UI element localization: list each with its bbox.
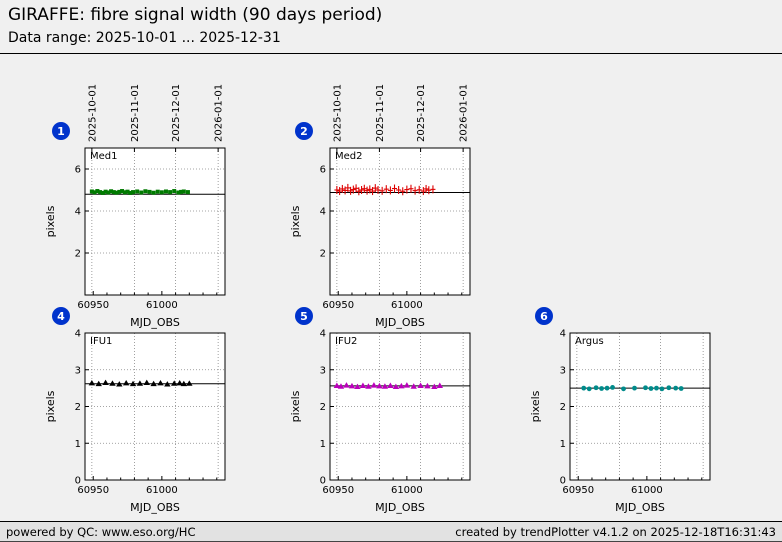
svg-text:6: 6 bbox=[320, 165, 326, 176]
svg-text:3: 3 bbox=[75, 365, 81, 376]
plot-ifu1[interactable]: 60950 61000 0 1 2 3 4 IFU1 MJD_OBS pixels bbox=[43, 317, 243, 520]
svg-text:1: 1 bbox=[560, 439, 566, 450]
svg-text:4: 4 bbox=[75, 329, 81, 340]
svg-text:pixels: pixels bbox=[289, 390, 302, 422]
svg-text:61000: 61000 bbox=[391, 485, 423, 496]
page-title: GIRAFFE: fibre signal width (90 days per… bbox=[8, 5, 383, 25]
svg-text:2025-11-01: 2025-11-01 bbox=[375, 84, 386, 142]
plot-number-badge: 2 bbox=[295, 122, 313, 140]
svg-text:4: 4 bbox=[560, 329, 566, 340]
svg-text:0: 0 bbox=[75, 476, 81, 487]
svg-text:4: 4 bbox=[320, 329, 326, 340]
svg-text:61000: 61000 bbox=[391, 300, 423, 311]
footer-credit-right: created by trendPlotter v4.1.2 on 2025-1… bbox=[455, 524, 776, 539]
svg-text:IFU2: IFU2 bbox=[335, 336, 357, 347]
svg-text:60950: 60950 bbox=[562, 485, 594, 496]
svg-text:2025-10-01: 2025-10-01 bbox=[87, 84, 98, 142]
plot-number-badge: 5 bbox=[295, 307, 313, 325]
plot-argus[interactable]: 60950 61000 0 1 2 3 4 Argus MJD_OBS pixels bbox=[528, 317, 728, 520]
svg-text:60950: 60950 bbox=[322, 300, 354, 311]
svg-text:1: 1 bbox=[75, 439, 81, 450]
med2-chart-canvas[interactable]: 60950 61000 2 4 6 2025-10-01 2025-11-01 2025-12… bbox=[288, 84, 488, 335]
svg-text:3: 3 bbox=[560, 365, 566, 376]
footer: powered by QC: www.eso.org/HC created by… bbox=[0, 521, 782, 542]
svg-text:Med2: Med2 bbox=[335, 151, 363, 162]
svg-text:Argus: Argus bbox=[575, 336, 604, 347]
svg-text:pixels: pixels bbox=[44, 205, 57, 237]
svg-text:4: 4 bbox=[320, 207, 326, 218]
plot-number-badge: 1 bbox=[52, 122, 70, 140]
svg-text:4: 4 bbox=[75, 207, 81, 218]
svg-text:MJD_OBS: MJD_OBS bbox=[375, 501, 425, 514]
svg-text:MJD_OBS: MJD_OBS bbox=[130, 316, 180, 329]
svg-text:2026-01-01: 2026-01-01 bbox=[459, 84, 470, 142]
date-range: Data range: 2025-10-01 ... 2025-12-31 bbox=[8, 30, 281, 46]
svg-text:60950: 60950 bbox=[322, 485, 354, 496]
svg-text:61000: 61000 bbox=[146, 300, 178, 311]
plot-ifu2[interactable]: 60950 61000 0 1 2 3 4 IFU2 MJD_OBS pixels bbox=[288, 317, 488, 520]
plot-number-badge: 4 bbox=[52, 307, 70, 325]
svg-text:3: 3 bbox=[320, 365, 326, 376]
svg-text:60950: 60950 bbox=[77, 485, 109, 496]
svg-text:2025-11-01: 2025-11-01 bbox=[130, 84, 141, 142]
svg-text:pixels: pixels bbox=[44, 390, 57, 422]
svg-text:Med1: Med1 bbox=[90, 151, 118, 162]
footer-credit-left[interactable]: powered by QC: www.eso.org/HC bbox=[6, 524, 196, 539]
svg-text:2: 2 bbox=[560, 402, 566, 413]
plot-med2[interactable]: 60950 61000 2 4 6 2025-10-01 2025-11-01 2025-12… bbox=[288, 84, 488, 335]
svg-text:2: 2 bbox=[75, 402, 81, 413]
svg-text:2025-12-01: 2025-12-01 bbox=[171, 84, 182, 142]
svg-text:pixels: pixels bbox=[289, 205, 302, 237]
header: GIRAFFE: fibre signal width (90 days per… bbox=[0, 0, 782, 54]
svg-text:MJD_OBS: MJD_OBS bbox=[130, 501, 180, 514]
svg-text:2: 2 bbox=[320, 249, 326, 260]
svg-text:MJD_OBS: MJD_OBS bbox=[615, 501, 665, 514]
svg-text:0: 0 bbox=[320, 476, 326, 487]
svg-text:2025-12-01: 2025-12-01 bbox=[416, 84, 427, 142]
svg-text:60950: 60950 bbox=[77, 300, 109, 311]
svg-text:61000: 61000 bbox=[146, 485, 178, 496]
plot-med1[interactable]: 60950 61000 2 4 6 2025-10-01 2025-11-01 2025-12… bbox=[43, 84, 243, 335]
svg-text:1: 1 bbox=[320, 439, 326, 450]
svg-text:0: 0 bbox=[560, 476, 566, 487]
svg-text:2: 2 bbox=[320, 402, 326, 413]
argus-chart-canvas[interactable]: 60950 61000 0 1 2 3 4 Argus MJD_OBS pixels bbox=[528, 317, 728, 520]
med1-chart-canvas[interactable]: 60950 61000 2 4 6 2025-10-01 2025-11-01 2025-12… bbox=[43, 84, 243, 335]
plot-number-badge: 6 bbox=[535, 307, 553, 325]
svg-text:2026-01-01: 2026-01-01 bbox=[214, 84, 225, 142]
svg-text:2025-10-01: 2025-10-01 bbox=[332, 84, 343, 142]
svg-text:61000: 61000 bbox=[631, 485, 663, 496]
svg-text:pixels: pixels bbox=[529, 390, 542, 422]
svg-text:IFU1: IFU1 bbox=[90, 336, 112, 347]
svg-text:6: 6 bbox=[75, 165, 81, 176]
svg-text:MJD_OBS: MJD_OBS bbox=[375, 316, 425, 329]
svg-text:2: 2 bbox=[75, 249, 81, 260]
